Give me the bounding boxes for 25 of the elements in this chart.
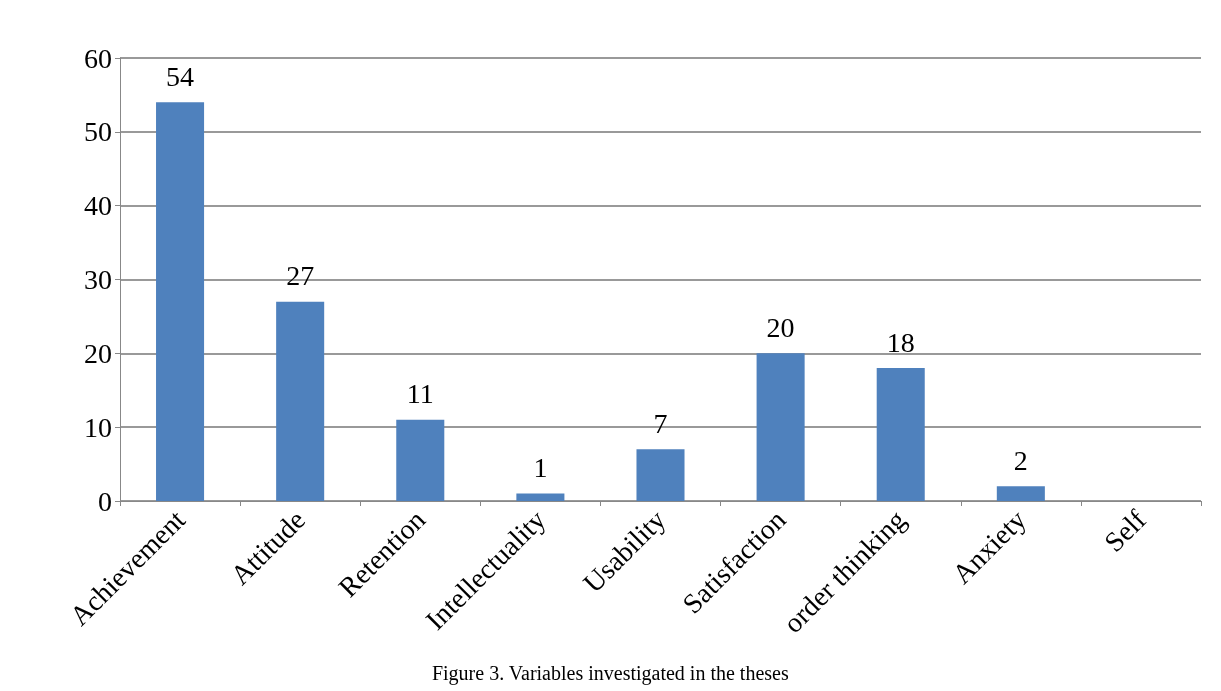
- bar: [516, 493, 565, 501]
- y-tick-label: 40: [84, 190, 112, 222]
- bar: [876, 368, 925, 501]
- y-tick-label: 30: [84, 264, 112, 295]
- y-tick-label: 10: [84, 411, 112, 443]
- data-label: 2: [1013, 444, 1028, 476]
- bar: [636, 449, 685, 501]
- data-label: 54: [166, 60, 195, 92]
- y-tick-label: 0: [98, 485, 112, 517]
- data-label: 7: [653, 407, 668, 439]
- data-label: 1: [533, 452, 548, 484]
- bar: [396, 419, 445, 501]
- data-label: 27: [286, 260, 315, 292]
- y-tick-label: 20: [84, 337, 112, 369]
- data-label: 11: [406, 378, 434, 410]
- bar: [156, 102, 205, 501]
- bar: [276, 301, 325, 501]
- x-tick-label: Self: [1098, 503, 1153, 558]
- data-label: 18: [886, 326, 915, 358]
- caption: Figure 3. Variables investigated in the theses: [431, 662, 789, 685]
- bar: [756, 353, 805, 501]
- y-tick-label: 50: [84, 116, 112, 148]
- y-tick-label: 60: [84, 42, 112, 74]
- data-label: 20: [766, 311, 795, 343]
- bar: [996, 486, 1045, 501]
